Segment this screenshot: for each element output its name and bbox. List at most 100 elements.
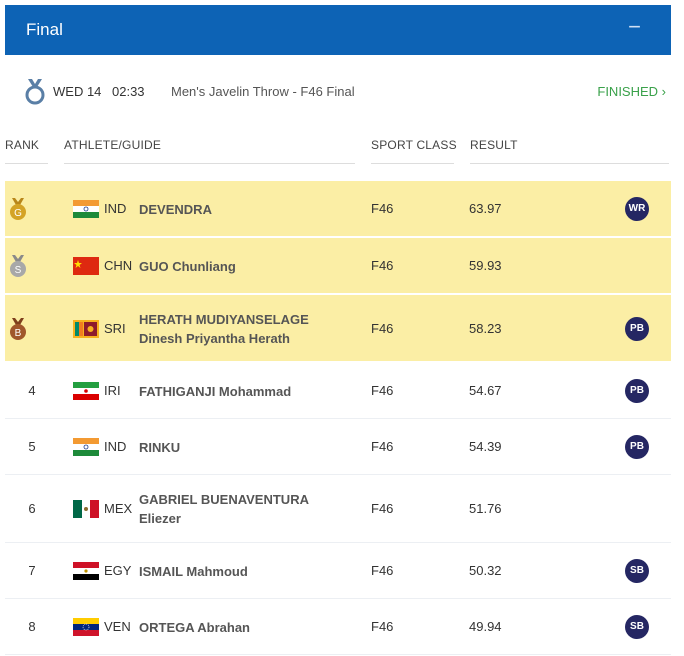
table-row[interactable]: 7 EGY ISMAIL Mahmoud F46 50.32 SB [5, 543, 671, 599]
record-badge-pb: PB [625, 435, 649, 459]
rank-value: 8 [28, 619, 36, 634]
row-divider [5, 418, 671, 419]
sport-class-value: F46 [371, 439, 394, 454]
athlete-name-link[interactable]: RINKU [139, 438, 180, 457]
athlete-name-link[interactable]: GUO Chunliang [139, 257, 236, 276]
column-divider [371, 163, 454, 164]
row-divider [5, 236, 671, 237]
results-panel-header[interactable]: Final − [5, 5, 671, 55]
result-value: 50.32 [469, 563, 502, 578]
noc-code: EGY [104, 563, 132, 578]
noc-code: CHN [104, 258, 133, 273]
result-value: 54.39 [469, 439, 502, 454]
record-badge-sb: SB [625, 615, 649, 639]
rank-value: 4 [28, 383, 36, 398]
record-badge-pb: PB [625, 379, 649, 403]
event-status-link[interactable]: FINISHED › [597, 84, 666, 99]
flag-ind-icon [73, 438, 99, 456]
event-time: 02:33 [112, 84, 145, 99]
sport-class-value: F46 [371, 563, 394, 578]
table-row[interactable]: S CHN GUO Chunliang F46 59.93 [5, 238, 671, 294]
athlete-name-link[interactable]: HERATH MUDIYANSELAGE Dinesh Priyantha Her… [139, 310, 309, 348]
flag-mex-icon [73, 500, 99, 518]
panel-title: Final [26, 20, 63, 39]
noc-code: IND [104, 439, 127, 454]
column-header-athlete: ATHLETE/GUIDE [64, 138, 162, 152]
athlete-name: DEVENDRA [139, 201, 212, 217]
noc-code: MEX [104, 501, 133, 516]
event-day: WED 14 [53, 84, 102, 99]
row-divider [5, 598, 671, 599]
svg-text:S: S [15, 265, 22, 276]
medal-b-icon: B [10, 317, 26, 340]
medal-icon [25, 79, 45, 105]
sport-class-value: F46 [371, 320, 394, 336]
table-row[interactable]: G IND DEVENDRA F46 63.97 WR [5, 181, 671, 237]
row-divider [5, 293, 671, 294]
row-divider [5, 474, 671, 475]
flag-iri-icon [73, 382, 99, 400]
rank-value: 7 [28, 563, 36, 578]
svg-text:B: B [15, 328, 22, 339]
record-badge-pb: PB [625, 316, 649, 341]
athlete-name: ISMAIL Mahmoud [139, 563, 248, 579]
table-row[interactable]: B SRI HERATH MUDIYANSELAGE Dinesh Priyantha… [5, 295, 671, 362]
column-divider [470, 163, 669, 164]
athlete-name-link[interactable]: FATHIGANJI Mohammad [139, 382, 291, 401]
noc-code: VEN [104, 619, 131, 634]
table-row[interactable]: 6 MEX GABRIEL BUENAVENTURA Eliezer F46 51.76 [5, 475, 671, 543]
result-value: 59.93 [469, 258, 502, 273]
svg-text:G: G [14, 208, 22, 219]
row-divider [5, 654, 671, 655]
athlete-name: GABRIEL BUENAVENTURA [139, 492, 309, 507]
noc-code: IND [104, 201, 127, 216]
noc-code: SRI [104, 320, 126, 336]
collapse-icon[interactable]: − [628, 14, 641, 39]
athlete-name: GUO Chunliang [139, 258, 236, 274]
flag-ven-icon [73, 618, 99, 636]
medal-s-icon: S [10, 255, 26, 277]
sport-class-value: F46 [371, 619, 394, 634]
record-badge-wr: WR [625, 197, 649, 221]
event-info-bar: WED 14 02:33 Men's Javelin Throw - F46 F… [5, 76, 671, 108]
athlete-name: RINKU [139, 439, 181, 455]
athlete-name: ORTEGA Abrahan [139, 619, 250, 635]
result-value: 51.76 [469, 501, 502, 516]
sport-class-value: F46 [371, 258, 394, 273]
table-row[interactable]: 5 IND RINKU F46 54.39 PB [5, 419, 671, 475]
result-value: 58.23 [469, 320, 502, 336]
athlete-name-line2: Eliezer [139, 511, 181, 526]
flag-sri-icon [73, 319, 99, 338]
column-header-sport-class: SPORT CLASS [371, 138, 457, 152]
result-value: 63.97 [469, 201, 502, 216]
medal-g-icon: G [10, 198, 26, 220]
noc-code: IRI [104, 383, 121, 398]
column-header-result: RESULT [470, 138, 518, 152]
event-name: Men's Javelin Throw - F46 Final [171, 84, 355, 99]
sport-class-value: F46 [371, 383, 394, 398]
rank-value: 6 [28, 501, 36, 516]
record-badge-sb: SB [625, 559, 649, 583]
row-divider [5, 542, 671, 543]
row-divider [5, 361, 671, 362]
athlete-name-link[interactable]: DEVENDRA [139, 200, 212, 219]
athlete-name: HERATH MUDIYANSELAGE [139, 311, 309, 327]
flag-ind-icon [73, 200, 99, 218]
result-value: 49.94 [469, 619, 502, 634]
flag-chn-icon [73, 257, 99, 275]
athlete-name: FATHIGANJI Mohammad [139, 383, 292, 399]
sport-class-value: F46 [371, 501, 394, 516]
table-row[interactable]: 8 VEN ORTEGA Abrahan F46 49.94 SB [5, 599, 671, 655]
flag-egy-icon [73, 562, 99, 580]
table-row[interactable]: 4 IRI FATHIGANJI Mohammad F46 54.67 PB [5, 363, 671, 419]
column-header-rank: RANK [5, 138, 40, 152]
rank-value: 5 [28, 439, 36, 454]
athlete-name-link[interactable]: ISMAIL Mahmoud [139, 562, 248, 581]
athlete-name-line2: Dinesh Priyantha Herath [139, 330, 290, 346]
athlete-name-link[interactable]: GABRIEL BUENAVENTURA Eliezer [139, 490, 309, 528]
sport-class-value: F46 [371, 201, 394, 216]
column-divider [5, 163, 48, 164]
athlete-name-link[interactable]: ORTEGA Abrahan [139, 618, 250, 637]
column-divider [64, 163, 355, 164]
result-value: 54.67 [469, 383, 502, 398]
